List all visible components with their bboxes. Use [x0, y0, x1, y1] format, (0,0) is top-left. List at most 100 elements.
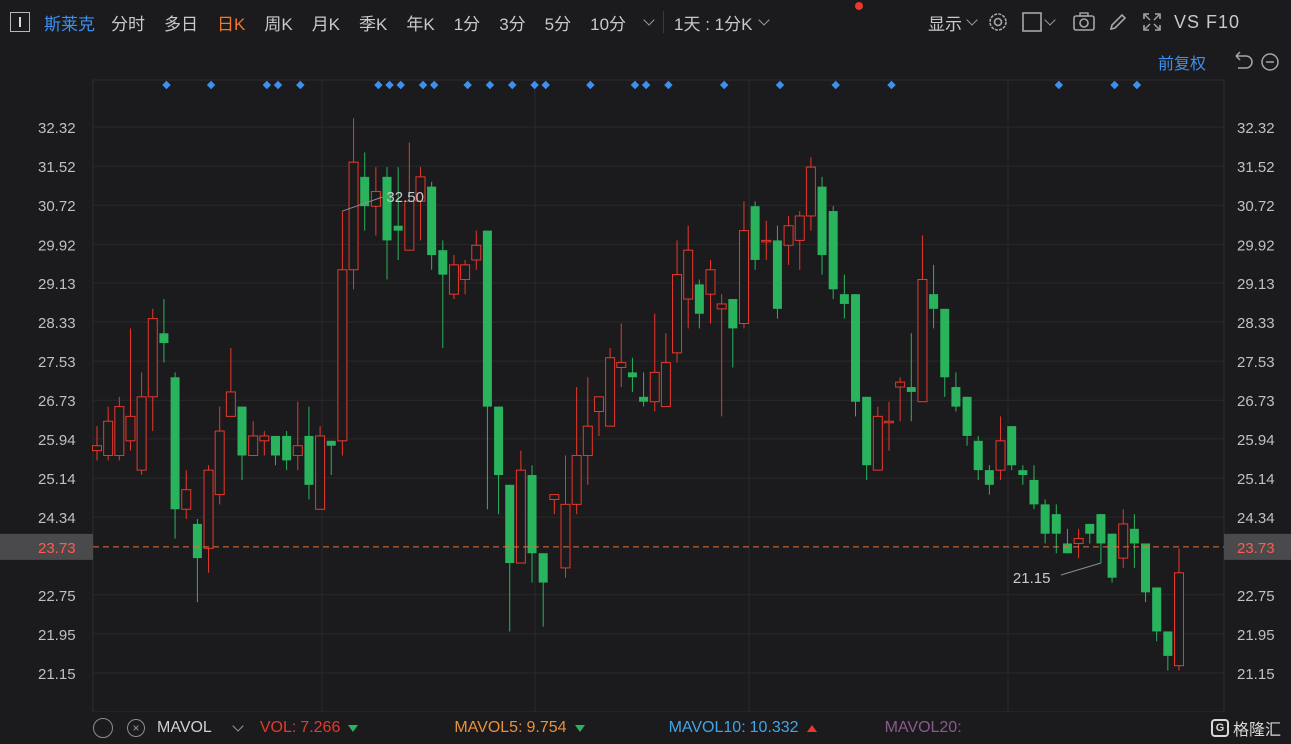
- y-tick-label-right: 32.32: [1237, 120, 1275, 137]
- display-caret[interactable]: [966, 14, 978, 26]
- candle-body-up: [114, 406, 125, 456]
- candle-body-down: [1141, 543, 1151, 593]
- mavol20-readout: MAVOL20:: [885, 719, 962, 737]
- candle-body-down: [851, 294, 861, 402]
- candle-body-down: [951, 387, 961, 407]
- candle-body-down: [906, 387, 916, 392]
- current-price-label-left: 23.73: [38, 540, 76, 557]
- period-tab[interactable]: 年K: [406, 14, 435, 34]
- interval-caret[interactable]: [758, 14, 771, 26]
- display-button[interactable]: 显示: [928, 14, 962, 34]
- event-marker: [463, 80, 472, 90]
- low-price-label: 21.15: [1013, 570, 1051, 587]
- candle-body-down: [382, 176, 392, 241]
- candle-body-up: [605, 357, 616, 427]
- mavol5-label: MAVOL5:: [454, 719, 523, 736]
- y-tick-label-left: 24.34: [38, 510, 76, 527]
- candle-body-down: [750, 206, 760, 260]
- candle-body-up: [761, 239, 772, 243]
- layout-caret[interactable]: [1044, 14, 1056, 26]
- toolbar-divider: [663, 11, 665, 33]
- stock-name[interactable]: 斯莱克: [44, 14, 95, 34]
- panel-toggle-icon[interactable]: [10, 12, 30, 32]
- kline-chart[interactable]: 32.32 32.32 31.52 31.52 30.72 30.72 29.92 29.92…: [0, 44, 1291, 712]
- current-price-tag-left: [0, 533, 93, 560]
- period-tab[interactable]: 1分: [453, 14, 481, 34]
- candle-body-down: [1129, 528, 1139, 544]
- candle-body-down: [728, 299, 738, 329]
- y-tick-label-left: 21.95: [38, 627, 76, 644]
- event-marker: [273, 80, 283, 90]
- logo-text: 格隆汇: [1232, 722, 1281, 739]
- y-tick-label-left: 28.33: [38, 315, 76, 332]
- period-tab[interactable]: 周K: [264, 14, 293, 34]
- candle-body-up: [1118, 523, 1129, 559]
- event-marker: [775, 80, 785, 90]
- candle-body-down: [192, 523, 202, 559]
- candle-body-down: [1085, 523, 1095, 534]
- camera-icon[interactable]: [1072, 10, 1096, 34]
- candle-body-down: [862, 396, 872, 466]
- candle-body-down: [237, 406, 247, 456]
- candle-body-up: [415, 176, 426, 202]
- candle-body-up: [136, 396, 147, 471]
- low-pointer: [1060, 562, 1102, 576]
- candle-body-down: [393, 225, 403, 231]
- zoom-out-icon[interactable]: [1261, 53, 1279, 71]
- period-tab[interactable]: 多日: [164, 14, 198, 34]
- indicator-caret[interactable]: [232, 720, 244, 732]
- indicator-settings-icon[interactable]: [93, 718, 113, 738]
- candle-body-up: [872, 415, 883, 471]
- high-price-label: 32.50: [386, 189, 424, 206]
- candle-body-up: [683, 249, 694, 300]
- candle-body-up: [571, 454, 582, 505]
- candle-body-down: [1007, 426, 1017, 466]
- event-marker: [374, 80, 383, 90]
- event-marker: [1132, 80, 1142, 90]
- period-tab[interactable]: 5分: [544, 14, 572, 34]
- period-tab[interactable]: 季K: [359, 14, 388, 34]
- event-marker: [719, 80, 729, 90]
- y-tick-label-right: 24.34: [1237, 510, 1275, 527]
- event-marker: [508, 80, 517, 90]
- candle-body-down: [1152, 587, 1162, 632]
- price-adjust-button[interactable]: 前复权: [1158, 56, 1207, 73]
- candle-body-down: [839, 294, 849, 304]
- event-marker: [296, 80, 305, 90]
- fullscreen-icon[interactable]: [1140, 10, 1164, 34]
- event-marker: [586, 80, 595, 90]
- period-tab[interactable]: 月K: [311, 14, 341, 34]
- candle-body-down: [1018, 470, 1028, 476]
- period-tab[interactable]: 日K: [217, 14, 246, 34]
- y-tick-label-left: 32.32: [38, 120, 76, 137]
- period-tab[interactable]: 分时: [111, 14, 145, 34]
- close-indicator-icon[interactable]: ×: [127, 719, 145, 737]
- undo-icon[interactable]: [1235, 51, 1253, 69]
- event-marker: [1110, 80, 1119, 90]
- period-tab[interactable]: 10分: [590, 14, 627, 34]
- candle-body-up: [203, 469, 214, 549]
- mavol5-value: 9.754: [526, 719, 567, 736]
- candle-body-up: [214, 430, 225, 496]
- candle-body-up: [660, 362, 671, 408]
- y-tick-label-left: 25.94: [38, 432, 76, 449]
- candle-body-down: [1163, 631, 1173, 656]
- more-periods-caret[interactable]: [643, 14, 655, 26]
- indicator-select[interactable]: MAVOL: [157, 719, 212, 736]
- period-tab[interactable]: 3分: [499, 14, 526, 34]
- candle-body-down: [270, 435, 280, 456]
- pencil-icon[interactable]: [1106, 10, 1130, 34]
- candle-body-up: [917, 279, 928, 403]
- candle-body-up: [259, 435, 270, 442]
- y-tick-label-right: 25.14: [1237, 471, 1275, 488]
- interval-select[interactable]: 1天 : 1分K: [674, 14, 753, 34]
- layout-icon[interactable]: [1020, 10, 1044, 34]
- candle-body-down: [817, 186, 827, 256]
- candle-body-up: [515, 469, 526, 564]
- settings-icon[interactable]: [986, 10, 1010, 34]
- candle-body-up: [1073, 538, 1084, 544]
- candle-body-down: [772, 240, 782, 309]
- event-marker: [630, 80, 640, 90]
- y-tick-label-right: 29.13: [1237, 276, 1275, 293]
- vs-f10-button[interactable]: VS F10: [1174, 11, 1241, 32]
